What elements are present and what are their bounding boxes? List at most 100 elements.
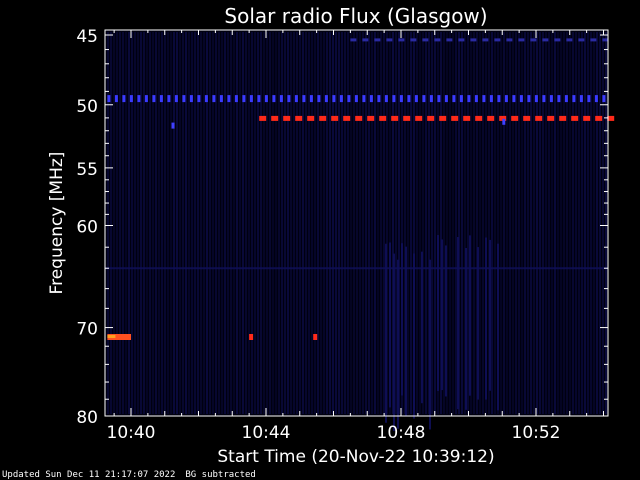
background-streak bbox=[509, 32, 511, 414]
burst-streak bbox=[429, 259, 431, 430]
background-streak bbox=[212, 32, 214, 414]
y-tick-label: 55 bbox=[76, 160, 98, 180]
burst-streak bbox=[469, 235, 471, 396]
background-streak bbox=[110, 32, 112, 414]
background-streak bbox=[332, 32, 334, 414]
burst-streak bbox=[465, 247, 467, 410]
background-streak bbox=[314, 32, 316, 414]
background-streak bbox=[584, 32, 586, 414]
band-64mhz bbox=[105, 267, 608, 270]
updated-timestamp: Updated Sun Dec 11 21:17:07 2022 bbox=[2, 470, 176, 480]
blip bbox=[171, 122, 175, 129]
background-streak bbox=[116, 32, 118, 414]
background-streak bbox=[380, 32, 382, 414]
background-streak bbox=[149, 32, 151, 414]
feature-mark bbox=[294, 95, 298, 103]
background-streak bbox=[398, 32, 400, 414]
background-streak bbox=[605, 32, 607, 414]
background-streak bbox=[374, 32, 376, 414]
background-streak bbox=[410, 32, 412, 414]
background-streak bbox=[260, 32, 262, 414]
background-streak bbox=[569, 32, 571, 414]
feature-mark bbox=[107, 334, 131, 340]
background-streak bbox=[107, 32, 109, 414]
background-streak bbox=[290, 32, 292, 414]
background-streak bbox=[236, 32, 238, 414]
feature-mark bbox=[572, 95, 576, 103]
burst-streak bbox=[477, 247, 479, 400]
feature-mark bbox=[129, 95, 133, 103]
background-streak bbox=[329, 32, 331, 414]
feature-mark bbox=[331, 115, 339, 121]
feature-mark bbox=[295, 115, 303, 121]
feature-core bbox=[107, 335, 116, 338]
background-streak bbox=[119, 32, 121, 414]
feature-mark bbox=[227, 95, 231, 103]
background-streak bbox=[131, 32, 133, 414]
feature-mark bbox=[398, 38, 405, 42]
background-streak bbox=[392, 32, 394, 414]
feature-mark bbox=[287, 95, 291, 103]
background-streak bbox=[401, 32, 403, 414]
feature-mark bbox=[317, 95, 321, 103]
background-streak bbox=[221, 32, 223, 414]
feature-mark bbox=[429, 95, 433, 103]
burst-streak bbox=[489, 239, 491, 391]
feature-mark bbox=[494, 38, 501, 42]
background-streak bbox=[350, 32, 352, 414]
background-streak bbox=[203, 32, 205, 414]
feature-mark bbox=[534, 95, 538, 103]
background-streak bbox=[365, 32, 367, 414]
background-streak bbox=[320, 32, 322, 414]
background-streak bbox=[257, 32, 259, 414]
background-streak bbox=[407, 32, 409, 414]
feature-mark bbox=[482, 95, 486, 103]
background-streak bbox=[593, 32, 595, 414]
background-streak bbox=[536, 32, 538, 414]
background-streak bbox=[572, 32, 574, 414]
background-streak bbox=[326, 32, 328, 414]
y-tick-label: 60 bbox=[76, 218, 98, 238]
feature-mark bbox=[489, 95, 493, 103]
background-streak bbox=[164, 32, 166, 414]
feature-mark bbox=[367, 115, 375, 121]
background-streak bbox=[383, 32, 385, 414]
feature-mark bbox=[234, 95, 238, 103]
feature-mark bbox=[144, 95, 148, 103]
background-streak bbox=[179, 32, 181, 414]
feature-mark bbox=[564, 95, 568, 103]
feature-mark bbox=[307, 115, 315, 121]
background-streak bbox=[518, 32, 520, 414]
feature-mark bbox=[347, 95, 351, 103]
background-streak bbox=[482, 32, 484, 414]
background-streak bbox=[299, 32, 301, 414]
background-streak bbox=[173, 32, 175, 414]
feature-mark bbox=[487, 115, 495, 121]
background-streak bbox=[209, 32, 211, 414]
feature-mark bbox=[249, 334, 254, 340]
y-tick-label: 50 bbox=[76, 97, 98, 117]
chart-title: Solar radio Flux (Glasgow) bbox=[224, 4, 487, 28]
feature-mark bbox=[410, 38, 417, 42]
feature-mark bbox=[374, 38, 381, 42]
feature-mark bbox=[319, 115, 327, 121]
feature-mark bbox=[463, 115, 471, 121]
background-streak bbox=[335, 32, 337, 414]
background-streak bbox=[242, 32, 244, 414]
background-streak bbox=[590, 32, 592, 414]
background-streak bbox=[566, 32, 568, 414]
background-streak bbox=[245, 32, 247, 414]
burst-streak bbox=[413, 253, 415, 419]
background-streak bbox=[443, 32, 445, 414]
burst-streak bbox=[437, 235, 439, 392]
background-streak bbox=[377, 32, 379, 414]
burst-streak bbox=[405, 246, 407, 417]
background-streak bbox=[128, 32, 130, 414]
background-streak bbox=[200, 32, 202, 414]
feature-mark bbox=[379, 115, 387, 121]
feature-mark bbox=[452, 95, 456, 103]
background-streak bbox=[419, 32, 421, 414]
background-streak bbox=[527, 32, 529, 414]
x-tick-label: 10:48 bbox=[377, 423, 426, 443]
